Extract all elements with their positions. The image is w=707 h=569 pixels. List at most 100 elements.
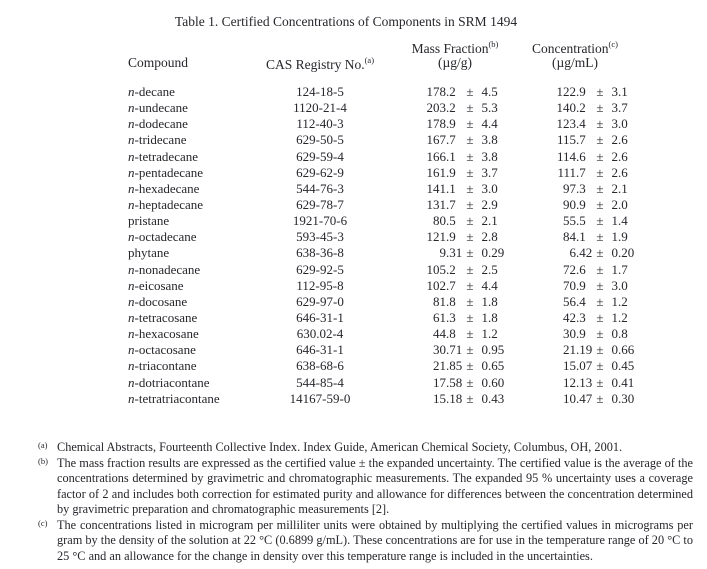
cas-number: 1921-70-6 [292, 213, 348, 229]
mass-fraction-uncertainty-frac: .7 [488, 164, 498, 180]
cas-number: 646-31-1 [296, 309, 344, 325]
concentration-uncertainty-frac: .45 [618, 358, 635, 374]
concentration-value-frac: .6 [576, 261, 586, 277]
footnote-a-text: Chemical Abstracts, Fourteenth Collectiv… [57, 440, 623, 454]
mass-fraction-plus-minus: ± [466, 390, 474, 406]
concentration-plus-minus: ± [596, 358, 604, 374]
concentration-uncertainty-int: 1 [611, 213, 619, 229]
compound-name: n-dotriacontane [128, 374, 210, 390]
mass-fraction-value-frac: .71 [446, 342, 463, 358]
concentration-uncertainty-frac: .6 [618, 132, 628, 148]
mass-fraction-uncertainty-int: 0 [481, 358, 489, 374]
mass-fraction-plus-minus: ± [466, 100, 474, 116]
mass-fraction-uncertainty-int: 0 [481, 374, 489, 390]
concentration-plus-minus: ± [596, 100, 604, 116]
table-row: n-undecane 1120-21-4 203.2 ±5.3 140.2 ±3.7 [128, 100, 707, 116]
mass-fraction-plus-minus: ± [466, 148, 474, 164]
concentration-uncertainty-frac: .30 [618, 390, 635, 406]
concentration-value-frac: .3 [576, 309, 586, 325]
mass-fraction-value-frac: .3 [446, 309, 456, 325]
concentration-plus-minus: ± [596, 229, 604, 245]
concentration-uncertainty-int: 0 [611, 390, 619, 406]
column-header-cas: CAS Registry No.(a) [246, 55, 394, 73]
mass-fraction-value-int: 161 [426, 164, 447, 180]
concentration-uncertainty-int: 2 [611, 132, 619, 148]
mass-fraction-value-frac: .7 [446, 277, 456, 293]
mass-fraction-plus-minus: ± [466, 309, 474, 325]
cas-number: 630.02-4 [296, 326, 344, 342]
mass-fraction-value-frac: .1 [446, 148, 456, 164]
concentration-value-frac: .2 [576, 100, 586, 116]
mass-fraction-uncertainty-frac: .5 [488, 261, 498, 277]
mass-fraction-plus-minus: ± [466, 196, 474, 212]
mass-fraction-uncertainty-frac: .43 [488, 390, 505, 406]
concentration-plus-minus: ± [596, 148, 604, 164]
cas-number: 544-85-4 [296, 374, 344, 390]
table-row: n-docosane 629-97-0 81.8 ±1.8 56.4 ±1.2 [128, 294, 707, 310]
table-body: n-decane 124-18-5 178.2 ±4.5 122.9 ±3.1 n-unde… [0, 84, 707, 407]
cas-number: 629-92-5 [296, 261, 344, 277]
compound-name: n-dodecane [128, 116, 188, 132]
concentration-value-int: 10 [563, 390, 576, 406]
table-row: n-octadecane 593-45-3 121.9 ±2.8 84.1 ±1.9 [128, 229, 707, 245]
mass-fraction-uncertainty-frac: .4 [488, 277, 498, 293]
concentration-value-frac: .42 [576, 245, 593, 261]
table-row: phytane 638-36-8 9.31 ±0.29 6.42 ±0.20 [128, 245, 707, 261]
concentration-value-int: 56 [563, 293, 576, 309]
compound-name: n-triacontane [128, 358, 197, 374]
concentration-value-frac: .9 [576, 196, 586, 212]
concentration-plus-minus: ± [596, 116, 604, 132]
concentration-value-frac: .6 [576, 148, 586, 164]
concentration-value-frac: .9 [576, 277, 586, 293]
mass-fraction-plus-minus: ± [466, 326, 474, 342]
cas-number: 544-76-3 [296, 180, 344, 196]
footnote-a-marker: (a) [38, 440, 48, 450]
concentration-value-frac: .5 [576, 213, 586, 229]
mass-fraction-value-frac: .5 [446, 213, 456, 229]
concentration-uncertainty-int: 2 [611, 180, 619, 196]
mass-fraction-uncertainty-frac: .5 [488, 84, 498, 99]
concentration-uncertainty-frac: .9 [618, 229, 628, 245]
mass-fraction-value-frac: .58 [446, 374, 463, 390]
mass-fraction-value-int: 203 [426, 100, 447, 116]
concentration-uncertainty-frac: .6 [618, 164, 628, 180]
concentration-value-int: 70 [563, 277, 576, 293]
compound-name: n-nonadecane [128, 261, 201, 277]
concentration-plus-minus: ± [596, 164, 604, 180]
cas-number: 629-78-7 [296, 196, 344, 212]
mass-fraction-value-int: 102 [426, 277, 447, 293]
concentration-uncertainty-frac: .8 [618, 326, 628, 342]
mass-fraction-uncertainty-int: 3 [481, 132, 489, 148]
concentration-value-int: 114 [556, 148, 576, 164]
concentration-value-frac: .07 [576, 358, 593, 374]
mass-fraction-uncertainty-int: 1 [481, 309, 489, 325]
mass-fraction-value-int: 178 [426, 116, 447, 132]
mass-fraction-plus-minus: ± [466, 180, 474, 196]
concentration-uncertainty-int: 0 [611, 374, 619, 390]
mass-fraction-value-frac: .9 [446, 164, 456, 180]
mass-fraction-value-int: 21 [433, 358, 446, 374]
mass-fraction-value-frac: .2 [446, 100, 456, 116]
mass-fraction-value-int: 44 [433, 326, 446, 342]
table-row: n-decane 124-18-5 178.2 ±4.5 122.9 ±3.1 [128, 84, 707, 100]
compound-name: n-hexacosane [128, 326, 199, 342]
concentration-uncertainty-frac: .7 [618, 100, 628, 116]
mass-fraction-plus-minus: ± [466, 164, 474, 180]
concentration-uncertainty-frac: .6 [618, 148, 628, 164]
concentration-uncertainty-int: 0 [611, 342, 619, 358]
concentration-value-frac: .3 [576, 180, 586, 196]
mass-fraction-uncertainty-int: 3 [481, 180, 489, 196]
mass-fraction-uncertainty-int: 2 [481, 196, 489, 212]
mass-fraction-value-int: 80 [433, 213, 446, 229]
mass-fraction-plus-minus: ± [466, 229, 474, 245]
concentration-uncertainty-int: 2 [611, 196, 619, 212]
concentration-uncertainty-frac: .2 [618, 293, 628, 309]
mass-fraction-value-frac: .1 [446, 180, 456, 196]
concentration-value-int: 42 [563, 309, 576, 325]
compound-name: n-octadecane [128, 229, 197, 245]
concentration-uncertainty-int: 0 [611, 326, 619, 342]
concentration-value-int: 6 [569, 245, 577, 261]
mass-fraction-value-frac: .2 [446, 261, 456, 277]
cas-number: 124-18-5 [296, 84, 344, 99]
